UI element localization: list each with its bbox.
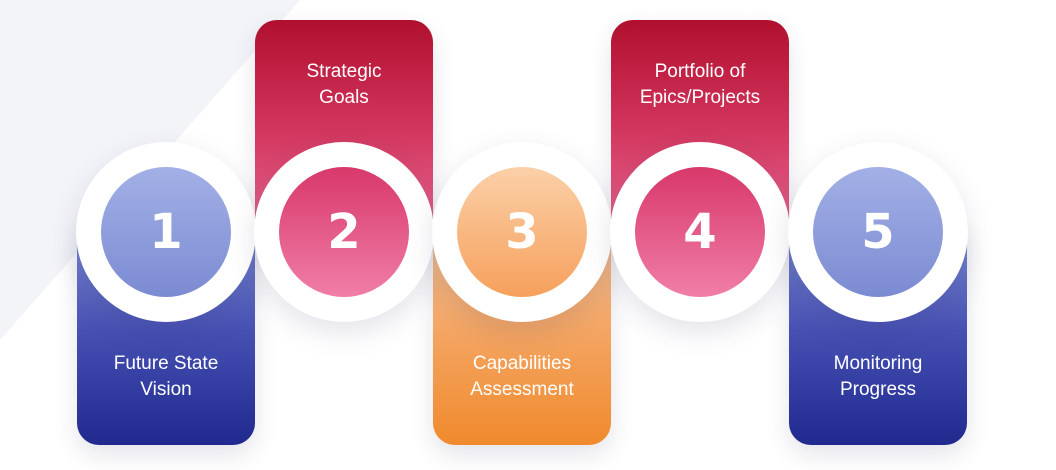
step-1-disc: 1	[101, 167, 231, 297]
step-3-ring: 3	[432, 142, 612, 322]
step-5-label: Monitoring Progress	[789, 351, 967, 403]
step-2-ring: 2	[254, 142, 434, 322]
step-5-label-line-2: Progress	[839, 379, 917, 400]
step-3-label-line-1: Capabilities	[472, 353, 572, 374]
step-2-label-line-2: Goals	[319, 87, 369, 108]
step-4-ring: 4	[610, 142, 790, 322]
step-3-number: 3	[505, 204, 539, 260]
step-5-label-line-1: Monitoring	[833, 353, 923, 374]
step-2-label-line-1: Strategic	[306, 61, 382, 82]
step-4-label-line-2: Epics/Projects	[639, 87, 761, 108]
step-2-label: Strategic Goals	[255, 59, 433, 111]
step-5-disc: 5	[813, 167, 943, 297]
step-3-label-line-2: Assessment	[470, 379, 574, 400]
step-5-number: 5	[861, 204, 895, 260]
step-5-ring: 5	[788, 142, 968, 322]
step-2-disc: 2	[279, 167, 409, 297]
step-4-label-line-1: Portfolio of	[654, 61, 746, 82]
step-1-label: Future State Vision	[77, 351, 255, 403]
step-2-number: 2	[327, 204, 361, 260]
step-4-label: Portfolio of Epics/Projects	[611, 59, 789, 111]
step-1-number: 1	[149, 204, 183, 260]
step-1-label-line-1: Future State	[113, 353, 219, 374]
step-1-label-line-2: Vision	[140, 379, 192, 400]
step-4-disc: 4	[635, 167, 765, 297]
step-3-disc: 3	[457, 167, 587, 297]
step-1-ring: 1	[76, 142, 256, 322]
step-3-label: Capabilities Assessment	[433, 351, 611, 403]
step-4-number: 4	[683, 204, 717, 260]
